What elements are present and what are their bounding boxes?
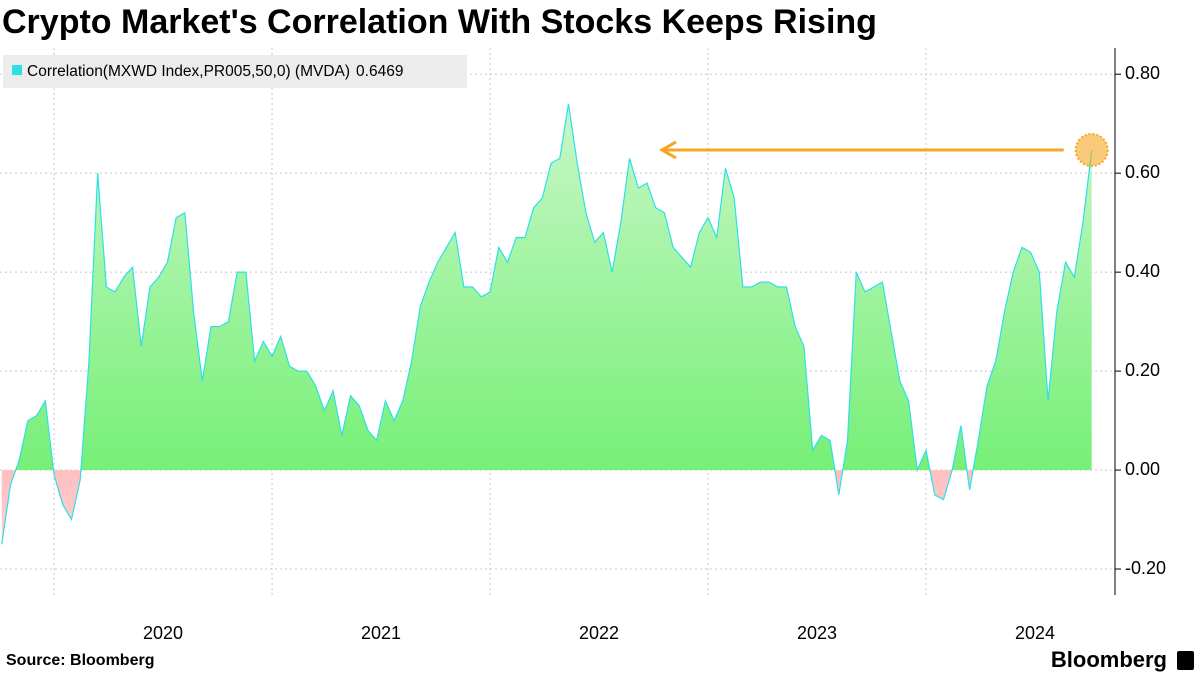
x-tick-label: 2020: [143, 623, 183, 643]
y-tick-label: -0.20: [1125, 558, 1166, 578]
line: [1, 103, 1093, 545]
x-tick-label: 2022: [579, 623, 619, 643]
highlight-circle: [1074, 132, 1109, 167]
legend-value: 0.6469: [356, 63, 403, 80]
x-tick-label: 2021: [361, 623, 401, 643]
source: Source: Bloomberg: [6, 652, 154, 669]
y-tick-label: 0.00: [1125, 459, 1160, 479]
legend-box: [3, 55, 467, 88]
chart-title: Crypto Market's Correlation With Stocks …: [2, 3, 877, 41]
y-tick-label: 0.20: [1125, 360, 1160, 380]
arrow-head: [658, 140, 677, 160]
area-positive: [1, 103, 1092, 471]
y-tick-label: 0.40: [1125, 261, 1160, 281]
legend-label: Correlation(MXWD Index,PR005,50,0) (MVDA…: [27, 63, 403, 80]
y-tick-label: 0.60: [1125, 162, 1160, 182]
y-tick-label: 0.80: [1125, 63, 1160, 83]
legend-name: Correlation(MXWD Index,PR005,50,0) (MVDA…: [27, 63, 350, 80]
logo-icon: [1177, 651, 1194, 670]
legend-swatch: [12, 65, 22, 75]
logo: Bloomberg: [1051, 647, 1167, 672]
x-tick-label: 2024: [1015, 623, 1055, 643]
x-tick-label: 2023: [797, 623, 837, 643]
